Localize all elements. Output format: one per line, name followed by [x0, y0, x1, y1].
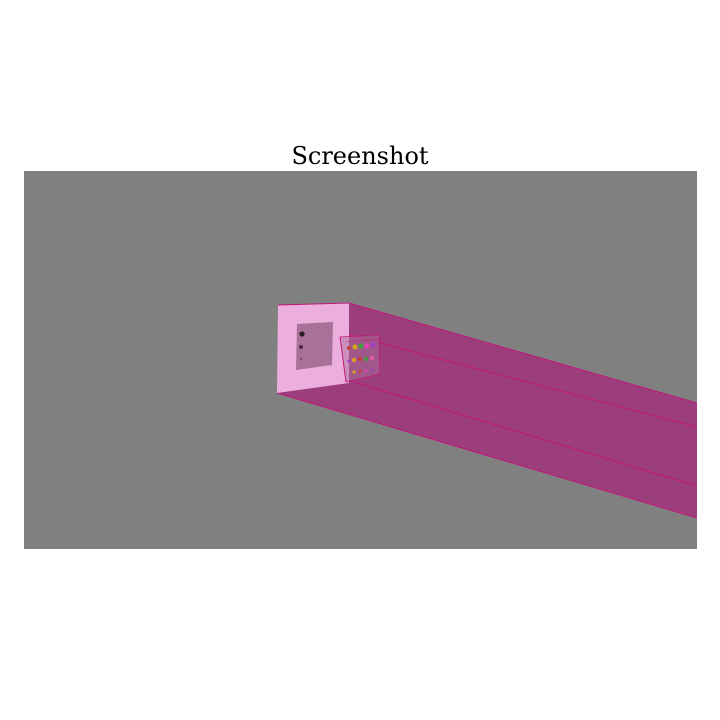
- grid-dot: [364, 369, 368, 373]
- grid-dot: [363, 356, 369, 362]
- scene-canvas[interactable]: [24, 171, 697, 549]
- beam-edge-top: [348, 302, 697, 404]
- inner-window: [296, 322, 333, 370]
- grid-dot: [364, 343, 370, 349]
- grid-dot: [347, 359, 351, 363]
- beam-front-top-edge: [277, 302, 350, 306]
- window-dot: [299, 345, 303, 349]
- grid-dot: [358, 369, 362, 373]
- beam-side-face[interactable]: [277, 303, 697, 518]
- figure-title: Screenshot: [291, 142, 429, 170]
- beam-edge-inner-2: [353, 381, 697, 487]
- beam-edge-bottom: [276, 392, 697, 519]
- grid-dot: [369, 355, 375, 361]
- grid-dot: [358, 343, 364, 349]
- grid-dot: [370, 342, 376, 348]
- dot-grid: [347, 342, 376, 374]
- beam-edge-inner-1: [341, 332, 697, 428]
- grid-dot: [351, 357, 357, 363]
- grid-dot: [370, 368, 374, 372]
- grid-dot: [352, 370, 356, 374]
- window-dot: [299, 331, 305, 337]
- grid-dot: [352, 344, 358, 350]
- grid-dot: [357, 356, 363, 362]
- inner-cube-edge: [345, 338, 381, 343]
- inner-cube-edge: [339, 336, 347, 383]
- grid-dot: [347, 346, 351, 350]
- 3d-viewport[interactable]: [24, 171, 697, 549]
- window-dot: [299, 357, 303, 361]
